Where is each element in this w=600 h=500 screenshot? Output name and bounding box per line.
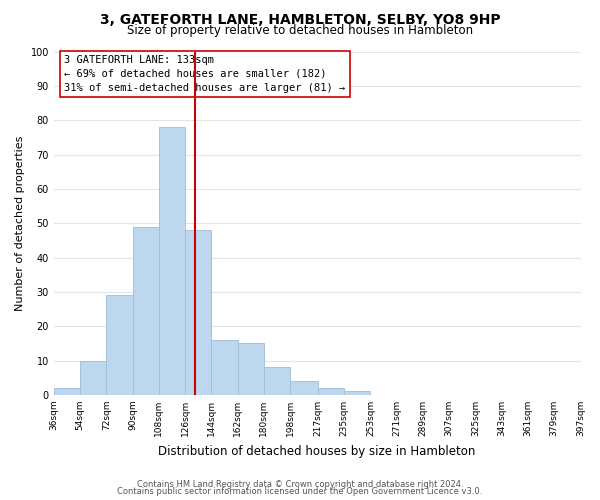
Text: 3 GATEFORTH LANE: 133sqm
← 69% of detached houses are smaller (182)
31% of semi-: 3 GATEFORTH LANE: 133sqm ← 69% of detach…	[64, 55, 346, 93]
Bar	[264, 368, 290, 395]
Y-axis label: Number of detached properties: Number of detached properties	[15, 136, 25, 311]
Text: Contains HM Land Registry data © Crown copyright and database right 2024.: Contains HM Land Registry data © Crown c…	[137, 480, 463, 489]
Bar	[318, 388, 344, 395]
Bar	[54, 388, 80, 395]
Bar	[344, 392, 370, 395]
Bar	[290, 381, 318, 395]
Text: Size of property relative to detached houses in Hambleton: Size of property relative to detached ho…	[127, 24, 473, 37]
Text: 3, GATEFORTH LANE, HAMBLETON, SELBY, YO8 9HP: 3, GATEFORTH LANE, HAMBLETON, SELBY, YO8…	[100, 12, 500, 26]
Bar	[133, 226, 159, 395]
Bar	[238, 344, 264, 395]
Text: Contains public sector information licensed under the Open Government Licence v3: Contains public sector information licen…	[118, 487, 482, 496]
X-axis label: Distribution of detached houses by size in Hambleton: Distribution of detached houses by size …	[158, 444, 476, 458]
Bar	[185, 230, 211, 395]
Bar	[106, 296, 133, 395]
Bar	[211, 340, 238, 395]
Bar	[159, 127, 185, 395]
Bar	[80, 360, 106, 395]
